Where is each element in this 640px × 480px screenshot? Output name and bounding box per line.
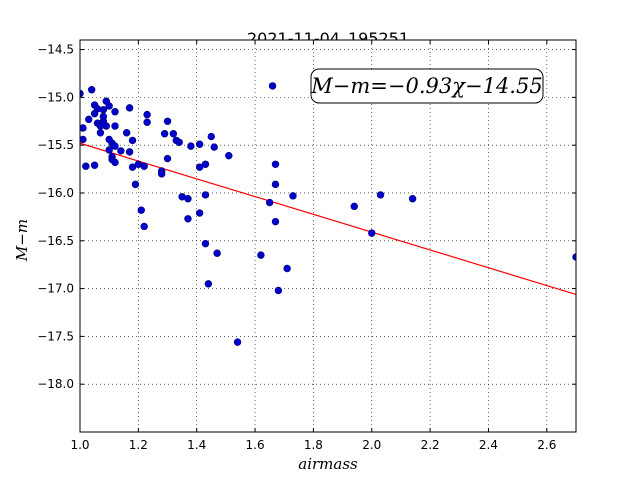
data-point xyxy=(201,160,210,168)
data-point xyxy=(99,112,108,121)
data-point xyxy=(376,191,385,199)
fit-equation: M−m=−0.93χ−14.55 xyxy=(310,74,542,98)
data-point xyxy=(271,180,280,189)
plot-frame xyxy=(79,39,577,433)
data-point xyxy=(80,135,87,144)
y-tick-label: −15.5 xyxy=(37,138,74,152)
x-tick-label: 1.0 xyxy=(70,438,89,452)
data-point xyxy=(204,280,213,288)
y-tick-label: −15.0 xyxy=(37,90,74,104)
data-point xyxy=(80,124,87,132)
data-point xyxy=(160,129,169,138)
data-point xyxy=(201,191,210,199)
data-point xyxy=(90,161,99,169)
data-point xyxy=(105,102,113,110)
data-point xyxy=(163,154,172,163)
data-point xyxy=(125,104,134,112)
data-point xyxy=(268,82,277,90)
y-tick-label: −17.5 xyxy=(37,329,74,343)
data-point xyxy=(195,140,204,148)
data-point xyxy=(143,110,151,119)
data-point xyxy=(265,198,274,207)
data-point xyxy=(140,162,148,170)
data-point xyxy=(143,118,151,126)
data-point xyxy=(80,89,84,98)
data-point xyxy=(271,160,280,168)
y-tick-label: −16.0 xyxy=(37,186,74,200)
data-point xyxy=(187,142,195,150)
data-point xyxy=(87,86,96,94)
data-points xyxy=(80,82,576,346)
fit-annotation: M−m=−0.93χ−14.55 xyxy=(310,68,544,104)
data-point xyxy=(368,229,376,237)
data-point xyxy=(140,222,148,231)
data-point xyxy=(85,115,93,124)
x-tick-label: 1.4 xyxy=(187,438,206,452)
x-tick-label: 1.6 xyxy=(246,438,265,452)
data-point xyxy=(201,239,210,248)
x-tick-label: 1.2 xyxy=(129,438,148,452)
y-tick-label: −14.5 xyxy=(37,43,74,57)
data-point xyxy=(82,162,90,170)
data-point xyxy=(111,142,119,150)
data-point xyxy=(195,163,204,171)
data-point xyxy=(157,170,166,178)
data-point xyxy=(175,138,183,147)
data-point xyxy=(96,129,105,137)
data-point xyxy=(128,136,137,145)
data-point xyxy=(195,209,204,217)
y-tick-label: −16.5 xyxy=(37,234,74,248)
x-tick-labels: 1.0 1.2 1.4 1.6 1.8 2.0 2.2 2.4 2.6 xyxy=(70,438,556,452)
y-axis-label: M−m xyxy=(13,219,31,262)
data-point xyxy=(111,108,119,116)
y-tick-labels: −14.5 −15.0 −15.5 −16.0 −16.5 −17.0 −17.5 −18.0 xyxy=(37,43,74,392)
x-tick-label: 2.0 xyxy=(362,438,381,452)
data-point xyxy=(210,143,218,151)
x-axis-label: airmass xyxy=(298,455,358,473)
data-point xyxy=(233,338,242,346)
data-point xyxy=(257,251,265,259)
data-point xyxy=(289,192,297,200)
data-point xyxy=(102,122,110,130)
data-point xyxy=(117,147,125,155)
data-point xyxy=(184,215,192,223)
annotation-box xyxy=(310,68,544,104)
data-point xyxy=(137,206,145,214)
data-point xyxy=(169,129,178,138)
data-point xyxy=(350,202,358,211)
data-point xyxy=(128,163,137,171)
y-tick-label: −18.0 xyxy=(37,377,74,391)
data-point xyxy=(274,286,283,295)
data-point xyxy=(213,249,221,257)
data-point xyxy=(271,217,280,226)
data-point xyxy=(122,129,131,137)
data-point xyxy=(125,148,134,156)
data-point xyxy=(105,146,113,154)
plot-background xyxy=(80,40,576,432)
x-tick-label: 2.6 xyxy=(537,438,556,452)
data-point xyxy=(283,264,291,273)
x-tick-label: 1.8 xyxy=(304,438,323,452)
y-tick-label: −17.0 xyxy=(37,282,74,296)
data-point xyxy=(225,151,233,160)
data-point xyxy=(111,122,119,130)
data-point xyxy=(111,158,119,167)
data-point xyxy=(408,195,417,203)
data-point xyxy=(207,132,215,141)
x-tick-label: 2.4 xyxy=(479,438,498,452)
data-point xyxy=(163,117,172,125)
data-point xyxy=(99,106,108,114)
data-point xyxy=(184,195,192,203)
data-point xyxy=(131,180,140,189)
x-tick-label: 2.2 xyxy=(421,438,440,452)
